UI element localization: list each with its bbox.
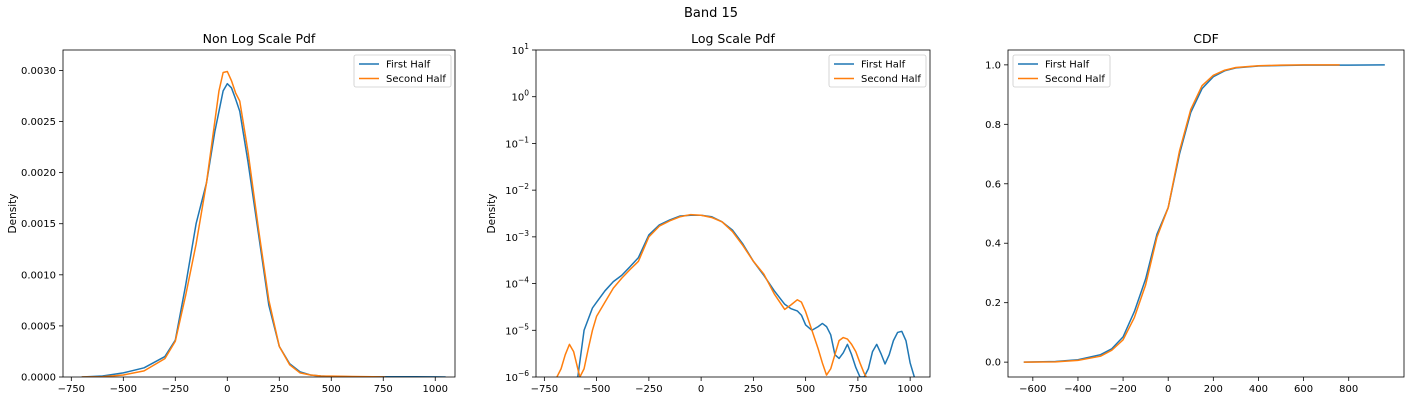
legend-label: Second Half bbox=[861, 74, 921, 85]
x-tick-label: 400 bbox=[1249, 384, 1268, 395]
chart-title: Non Log Scale Pdf bbox=[203, 31, 316, 46]
figure-suptitle: Band 15 bbox=[684, 6, 738, 21]
y-tick-label: 10−3 bbox=[505, 229, 529, 244]
x-tick-label: 600 bbox=[1294, 384, 1313, 395]
x-tick-label: 0 bbox=[698, 384, 704, 395]
x-tick-label: −250 bbox=[635, 384, 662, 395]
y-axis-label: Density bbox=[486, 194, 498, 234]
x-tick-label: −500 bbox=[583, 384, 610, 395]
y-tick-label: 0.0005 bbox=[21, 321, 56, 332]
x-tick-label: 200 bbox=[1204, 384, 1223, 395]
y-tick-label: 0.4 bbox=[985, 239, 1001, 250]
legend-label: First Half bbox=[1045, 60, 1090, 71]
y-tick-label: 1.0 bbox=[985, 60, 1001, 71]
y-tick-label: 0.6 bbox=[985, 179, 1001, 190]
legend-label: Second Half bbox=[1045, 74, 1105, 85]
y-tick-label: 10−5 bbox=[505, 322, 529, 337]
y-tick-label: 10−1 bbox=[505, 135, 529, 150]
x-tick-label: 250 bbox=[270, 384, 289, 395]
x-tick-label: −600 bbox=[1019, 384, 1046, 395]
chart-panel-3: CDF −600 −400 −200 0 200 400 600 800 0.0 0.2 0.4 0.6… bbox=[985, 31, 1405, 395]
x-tick-label: −750 bbox=[531, 384, 558, 395]
x-tick-label: 250 bbox=[744, 384, 763, 395]
x-tick-label: 1000 bbox=[423, 384, 448, 395]
y-tick-label: 10−2 bbox=[505, 182, 529, 197]
y-tick-label: 101 bbox=[511, 42, 529, 57]
chart-panel-1: Non Log Scale Pdf Density −750 −500 −250 0 250… bbox=[7, 31, 456, 395]
x-tick-label: 1000 bbox=[897, 384, 922, 395]
series-line-first-half bbox=[81, 82, 446, 377]
y-axis-label: Density bbox=[7, 194, 19, 234]
legend: First Half Second Half bbox=[353, 54, 452, 88]
y-tick-label: 0.2 bbox=[985, 298, 1001, 309]
series-group bbox=[1023, 64, 1385, 363]
x-tick-label: −750 bbox=[58, 384, 85, 395]
y-tick-label: 0.0000 bbox=[21, 373, 56, 384]
chart-title: CDF bbox=[1193, 31, 1219, 46]
x-tick-label: 0 bbox=[1165, 384, 1171, 395]
x-tick-label: 500 bbox=[796, 384, 815, 395]
x-tick-label: 0 bbox=[224, 384, 230, 395]
y-tick-label: 10−4 bbox=[505, 276, 529, 291]
series-group bbox=[81, 70, 446, 377]
series-line-second-half bbox=[81, 70, 386, 377]
y-tick-label: 0.0015 bbox=[21, 219, 56, 230]
series-line-first-half bbox=[577, 214, 916, 377]
y-tick-label: 100 bbox=[511, 89, 529, 104]
x-tick-label: 750 bbox=[848, 384, 867, 395]
y-tick-label: 0.0025 bbox=[21, 117, 56, 128]
chart-title: Log Scale Pdf bbox=[691, 31, 775, 46]
x-tick-label: 500 bbox=[322, 384, 341, 395]
y-tick-label: 10−6 bbox=[505, 369, 529, 384]
legend: First Half Second Half bbox=[828, 54, 927, 88]
legend: First Half Second Half bbox=[1012, 54, 1111, 88]
x-tick-label: 800 bbox=[1339, 384, 1358, 395]
y-tick-label: 0.0010 bbox=[21, 270, 56, 281]
series-group bbox=[556, 213, 916, 377]
plot-frame bbox=[1007, 49, 1405, 378]
y-tick-label: 0.0020 bbox=[21, 168, 56, 179]
x-tick-label: −400 bbox=[1064, 384, 1091, 395]
series-line-second-half bbox=[556, 213, 867, 377]
plot-frame bbox=[62, 49, 456, 378]
x-tick-label: −250 bbox=[162, 384, 189, 395]
series-line-first-half bbox=[1023, 64, 1385, 363]
plot-frame bbox=[535, 49, 931, 378]
legend-label: First Half bbox=[861, 60, 906, 71]
y-tick-label: 0.0030 bbox=[21, 66, 56, 77]
y-tick-label: 0.0 bbox=[985, 358, 1001, 369]
legend-label: First Half bbox=[386, 60, 431, 71]
chart-panel-2: Log Scale Pdf Density −750 −500 −250 0 250 500 7… bbox=[486, 31, 931, 395]
x-tick-label: 750 bbox=[374, 384, 393, 395]
series-line-second-half bbox=[1023, 64, 1340, 363]
legend-label: Second Half bbox=[386, 74, 446, 85]
charts-container: Non Log Scale Pdf Density −750 −500 −250 0 250… bbox=[7, 31, 1405, 395]
x-tick-label: −500 bbox=[110, 384, 137, 395]
y-tick-label: 0.8 bbox=[985, 120, 1001, 131]
x-tick-label: −200 bbox=[1109, 384, 1136, 395]
